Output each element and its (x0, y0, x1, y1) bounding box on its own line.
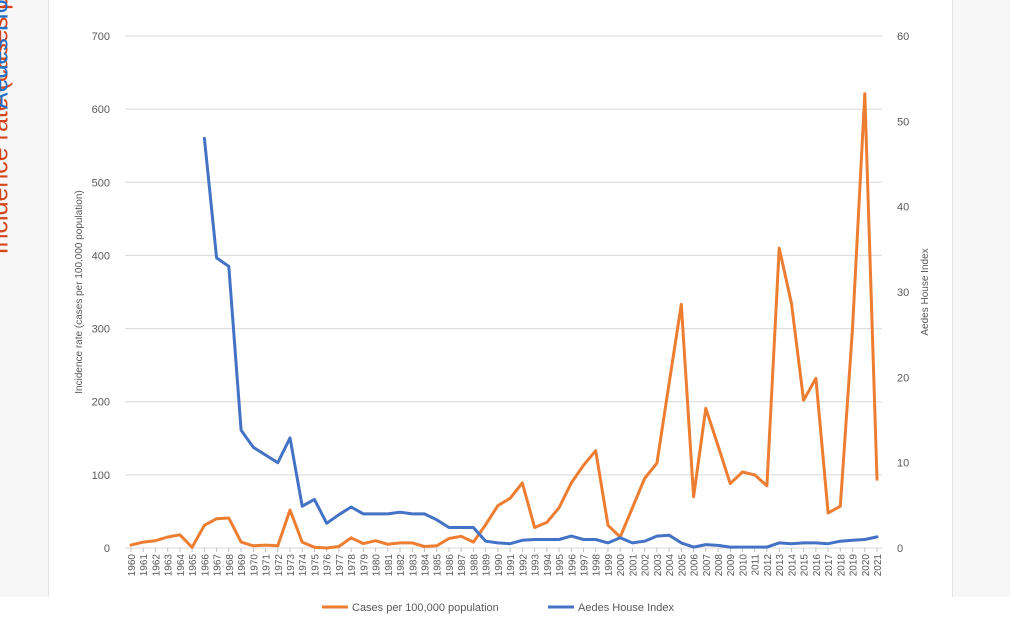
x-tick-label: 2009 (726, 554, 737, 577)
x-tick-label: 1965 (188, 554, 199, 577)
x-tick-label: 2015 (800, 554, 811, 577)
x-tick-label: 2021 (873, 554, 884, 577)
x-tick-label: 1998 (592, 554, 603, 577)
x-tick-label: 2010 (738, 554, 749, 577)
x-tick-label: 2013 (775, 554, 786, 577)
y-tick-label: 400 (92, 250, 110, 262)
x-tick-label: 2014 (787, 554, 798, 577)
x-tick-label: 2005 (677, 554, 688, 577)
y2-tick-label: 40 (897, 202, 909, 214)
x-tick-label: 1990 (494, 554, 505, 577)
y2-tick-label: 60 (897, 31, 909, 43)
x-tick-label: 2001 (628, 554, 639, 577)
x-tick-label: 2008 (714, 554, 725, 577)
y-tick-label: 500 (92, 177, 110, 189)
x-tick-label: 2016 (812, 554, 823, 577)
series-line-aedes-index (202, 136, 879, 549)
x-tick-label: 1964 (176, 554, 187, 577)
x-tick-label: 1982 (396, 554, 407, 577)
x-tick-label: 1973 (286, 554, 297, 577)
legend-label: Cases per 100,000 population (352, 602, 499, 614)
x-tick-label: 2006 (690, 554, 701, 577)
x-tick-label: 1966 (200, 554, 211, 577)
y2-axis-title: Aedes House Index (920, 248, 931, 335)
x-tick-label: 1989 (482, 554, 493, 577)
y2-tick-label: 20 (897, 372, 909, 384)
x-tick-label: 1975 (310, 554, 321, 577)
x-tick-label: 1969 (237, 554, 248, 577)
series-line-cases (129, 92, 879, 550)
y-tick-label: 700 (92, 31, 110, 43)
left-title-panel (0, 0, 49, 597)
x-tick-label: 1997 (579, 554, 590, 577)
x-tick-label: 1983 (408, 554, 419, 577)
x-tick-label: 1993 (531, 554, 542, 577)
x-tick-label: 1972 (274, 554, 285, 577)
x-tick-label: 1970 (249, 554, 260, 577)
x-tick-label: 2004 (665, 554, 676, 577)
x-tick-label: 2000 (616, 554, 627, 577)
x-tick-label: 1979 (359, 554, 370, 577)
x-tick-label: 1963 (164, 554, 175, 577)
x-tick-label: 1986 (445, 554, 456, 577)
y2-tick-label: 0 (897, 543, 903, 555)
y-tick-label: 200 (92, 397, 110, 409)
x-tick-label: 1976 (323, 554, 334, 577)
y2-tick-label: 30 (897, 287, 909, 299)
x-tick-label: 1984 (421, 554, 432, 577)
x-tick-label: 2007 (702, 554, 713, 577)
x-tick-label: 1980 (372, 554, 383, 577)
x-tick-label: 1985 (433, 554, 444, 577)
x-tick-label: 1971 (262, 554, 273, 577)
x-tick-label: 1995 (555, 554, 566, 577)
x-tick-label: 2018 (836, 554, 847, 577)
x-tick-label: 2017 (824, 554, 835, 577)
x-tick-label: 2002 (641, 554, 652, 577)
y2-tick-label: 50 (897, 116, 909, 128)
x-tick-label: 1967 (213, 554, 224, 577)
x-tick-label: 2012 (763, 554, 774, 577)
x-tick-label: 1978 (347, 554, 358, 577)
x-tick-label: 1968 (225, 554, 236, 577)
x-tick-label: 1962 (151, 554, 162, 577)
x-tick-label: 1961 (139, 554, 150, 577)
x-tick-label: 1988 (469, 554, 480, 577)
x-tick-label: 1960 (127, 554, 138, 577)
x-tick-label: 1996 (567, 554, 578, 577)
y-axis-title: Incidence rate (cases per 100,000 popula… (74, 190, 85, 393)
x-tick-label: 1999 (604, 554, 615, 577)
x-tick-label: 1991 (506, 554, 517, 577)
x-tick-label: 1992 (518, 554, 529, 577)
y-tick-label: 100 (92, 470, 110, 482)
x-tick-label: 1981 (384, 554, 395, 577)
y-tick-label: 300 (92, 324, 110, 336)
x-tick-label: 2019 (849, 554, 860, 577)
x-tick-label: 1974 (298, 554, 309, 577)
right-title-panel (952, 0, 1010, 597)
x-tick-label: 2020 (861, 554, 872, 577)
y2-tick-label: 10 (897, 458, 909, 470)
y-tick-label: 0 (104, 543, 110, 555)
x-tick-label: 2011 (751, 554, 762, 576)
x-tick-label: 2003 (653, 554, 664, 577)
x-tick-label: 1987 (457, 554, 468, 577)
x-tick-label: 1994 (543, 554, 554, 577)
legend-label: Aedes House Index (578, 602, 675, 614)
x-tick-label: 1977 (335, 554, 346, 577)
y-tick-label: 600 (92, 104, 110, 116)
